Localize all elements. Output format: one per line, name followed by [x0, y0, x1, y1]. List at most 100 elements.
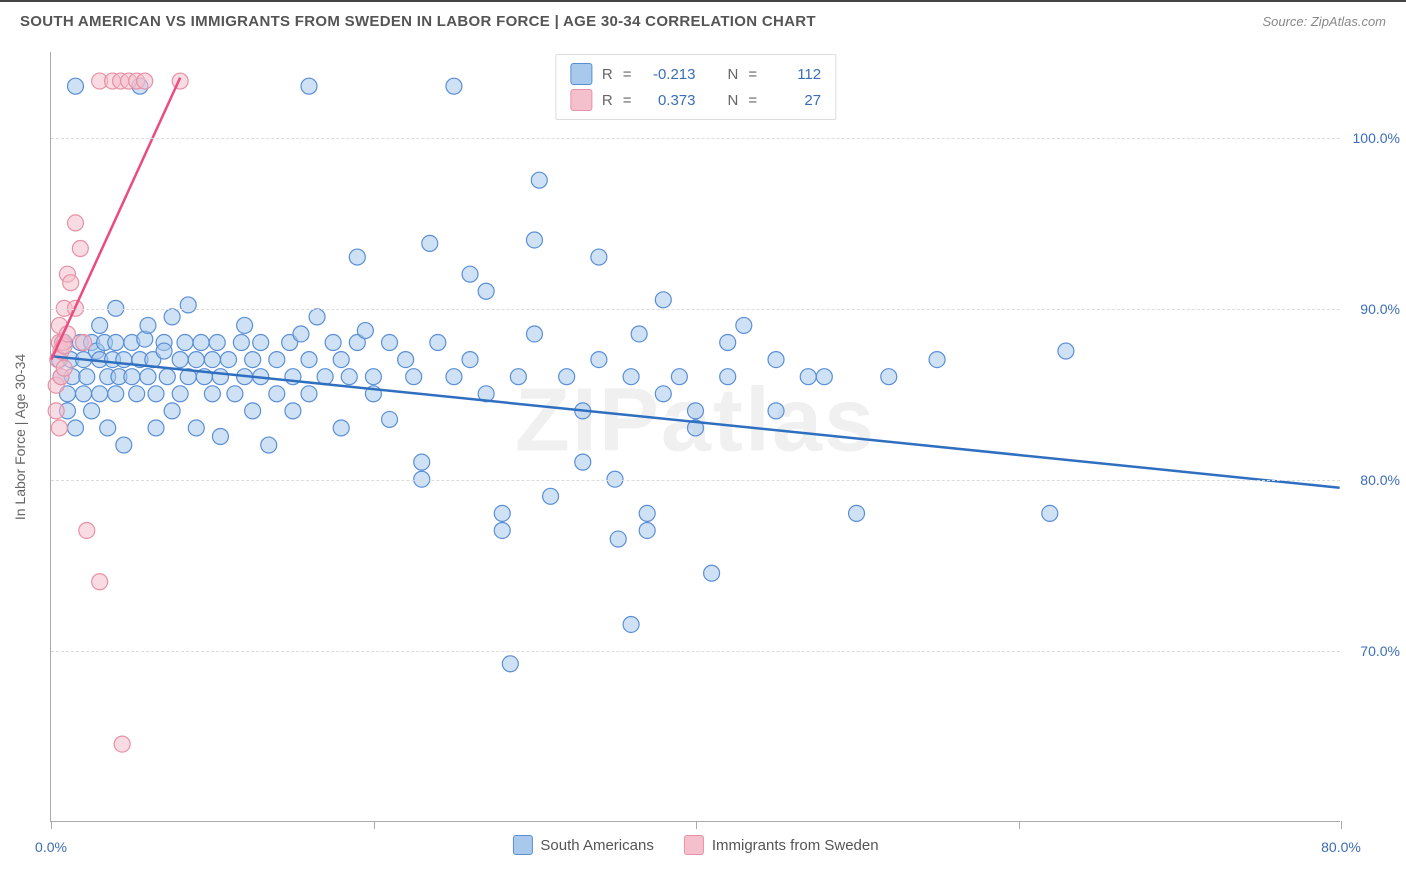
- series-legend: South Americans Immigrants from Sweden: [512, 835, 878, 855]
- scatter-point: [655, 292, 671, 308]
- scatter-point: [800, 369, 816, 385]
- scatter-point: [114, 736, 130, 752]
- scatter-point: [269, 386, 285, 402]
- scatter-point: [446, 369, 462, 385]
- legend-eq: =: [748, 66, 757, 83]
- scatter-point: [414, 454, 430, 470]
- scatter-point: [164, 309, 180, 325]
- scatter-point: [929, 352, 945, 368]
- legend-r-value-0: -0.213: [642, 66, 696, 83]
- x-tick: [1341, 821, 1342, 829]
- scatter-point: [79, 522, 95, 538]
- x-tick-label: 0.0%: [35, 839, 67, 855]
- legend-label-0: South Americans: [540, 837, 653, 854]
- x-tick: [1019, 821, 1020, 829]
- legend-n-label: N: [728, 66, 739, 83]
- plot-region: ZIPatlas R = -0.213 N = 112 R = 0.373 N …: [50, 52, 1340, 822]
- scatter-point: [736, 317, 752, 333]
- scatter-point: [688, 403, 704, 419]
- chart-header: SOUTH AMERICAN VS IMMIGRANTS FROM SWEDEN…: [0, 0, 1406, 40]
- scatter-point: [655, 386, 671, 402]
- legend-r-value-1: 0.373: [642, 92, 696, 109]
- scatter-point: [285, 403, 301, 419]
- scatter-point: [245, 403, 261, 419]
- scatter-point: [639, 505, 655, 521]
- legend-eq: =: [623, 92, 632, 109]
- scatter-point: [610, 531, 626, 547]
- scatter-point: [422, 235, 438, 251]
- scatter-point: [212, 369, 228, 385]
- scatter-point: [559, 369, 575, 385]
- scatter-point: [172, 73, 188, 89]
- scatter-point: [253, 335, 269, 351]
- scatter-point: [591, 249, 607, 265]
- scatter-point: [881, 369, 897, 385]
- scatter-point: [177, 335, 193, 351]
- scatter-point: [341, 369, 357, 385]
- legend-swatch-bottom-0: [512, 835, 532, 855]
- scatter-point: [494, 505, 510, 521]
- scatter-point: [478, 283, 494, 299]
- scatter-point: [233, 335, 249, 351]
- legend-row: R = 0.373 N = 27: [570, 87, 821, 113]
- scatter-point: [237, 317, 253, 333]
- y-tick-label: 70.0%: [1360, 643, 1400, 659]
- scatter-point: [204, 352, 220, 368]
- scatter-point: [148, 420, 164, 436]
- scatter-point: [159, 369, 175, 385]
- scatter-point: [140, 317, 156, 333]
- scatter-point: [301, 78, 317, 94]
- scatter-point: [671, 369, 687, 385]
- scatter-point: [48, 403, 64, 419]
- scatter-point: [382, 335, 398, 351]
- scatter-point: [51, 420, 67, 436]
- legend-swatch-bottom-1: [684, 835, 704, 855]
- y-tick-label: 80.0%: [1360, 472, 1400, 488]
- scatter-point: [269, 352, 285, 368]
- scatter-point: [333, 352, 349, 368]
- scatter-point: [623, 616, 639, 632]
- scatter-point: [76, 335, 92, 351]
- scatter-point: [220, 352, 236, 368]
- scatter-point: [1058, 343, 1074, 359]
- scatter-point: [137, 73, 153, 89]
- scatter-point: [309, 309, 325, 325]
- scatter-point: [76, 386, 92, 402]
- y-tick-label: 100.0%: [1353, 130, 1400, 146]
- scatter-point: [140, 369, 156, 385]
- scatter-point: [430, 335, 446, 351]
- legend-r-label: R: [602, 92, 613, 109]
- scatter-point: [209, 335, 225, 351]
- y-axis-label: In Labor Force | Age 30-34: [12, 354, 28, 520]
- scatter-point: [204, 386, 220, 402]
- plot-svg: [51, 52, 1340, 821]
- scatter-point: [164, 403, 180, 419]
- gridline-h: [51, 480, 1340, 481]
- scatter-point: [193, 335, 209, 351]
- scatter-point: [92, 386, 108, 402]
- scatter-point: [72, 241, 88, 257]
- scatter-point: [510, 369, 526, 385]
- scatter-point: [575, 454, 591, 470]
- scatter-point: [462, 266, 478, 282]
- scatter-point: [543, 488, 559, 504]
- legend-eq: =: [623, 66, 632, 83]
- legend-item: Immigrants from Sweden: [684, 835, 879, 855]
- scatter-point: [349, 249, 365, 265]
- legend-item: South Americans: [512, 835, 653, 855]
- scatter-point: [1042, 505, 1058, 521]
- chart-area: In Labor Force | Age 30-34 ZIPatlas R = …: [50, 52, 1340, 822]
- correlation-legend-box: R = -0.213 N = 112 R = 0.373 N = 27: [555, 54, 836, 120]
- scatter-point: [631, 326, 647, 342]
- legend-n-value-0: 112: [767, 66, 821, 83]
- scatter-point: [84, 403, 100, 419]
- scatter-point: [68, 215, 84, 231]
- scatter-point: [526, 326, 542, 342]
- scatter-point: [849, 505, 865, 521]
- scatter-point: [639, 522, 655, 538]
- scatter-point: [148, 386, 164, 402]
- scatter-point: [301, 386, 317, 402]
- legend-r-label: R: [602, 66, 613, 83]
- scatter-point: [56, 360, 72, 376]
- scatter-point: [365, 369, 381, 385]
